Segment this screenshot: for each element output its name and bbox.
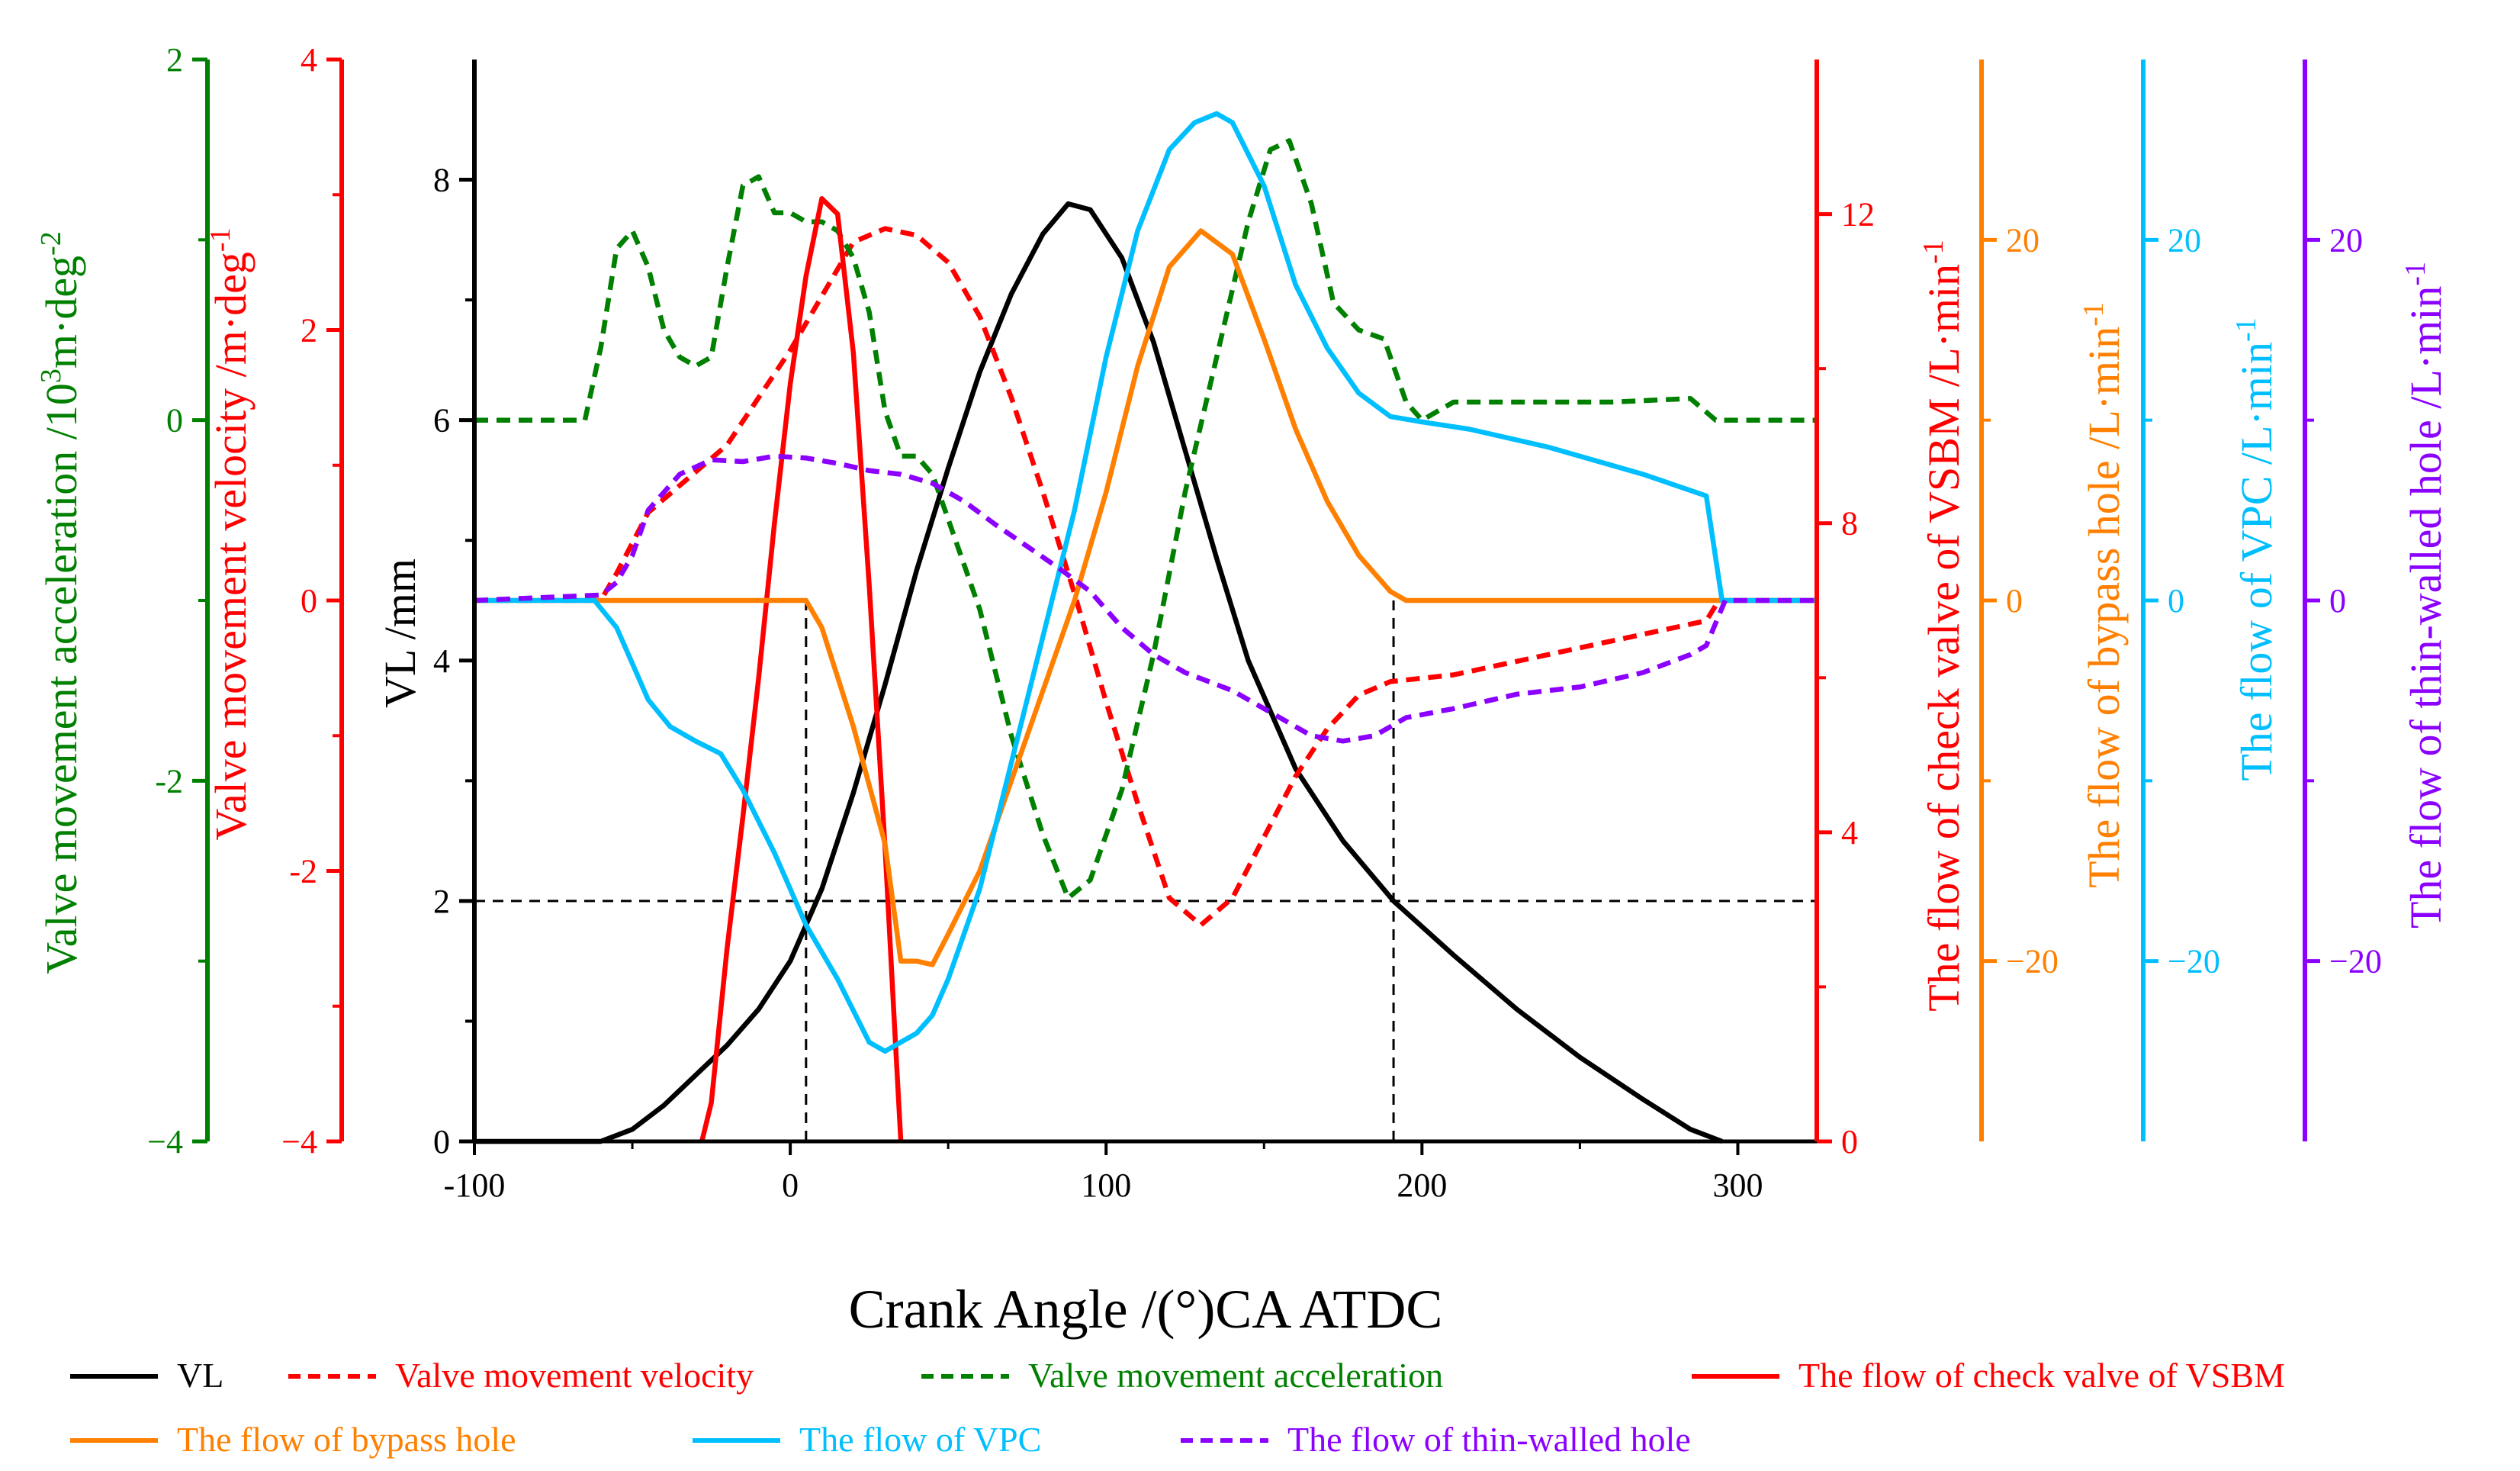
y-axis-vel: 4 2 0 -2 −4 Valve movement velocity /m·deg-1 <box>204 41 344 1160</box>
y-axis-acc: 2 0 -2 −4 Valve movement acceleration /103m·… <box>35 41 210 1160</box>
series-line-the-flow-of-check-valve-of-vsbm <box>699 196 904 1142</box>
y-tick-label-vpc: 0 <box>2168 582 2184 620</box>
series-line-the-flow-of-vpc <box>474 111 1817 1054</box>
legend-item-valve-movement-velocity: Valve movement velocity <box>288 1356 754 1395</box>
legend-label: The flow of check valve of VSBM <box>1798 1356 2285 1395</box>
legend: VL Valve movement velocity Valve movement … <box>70 1356 2285 1459</box>
y-tick-label-acc: 2 <box>166 41 183 79</box>
y-tick-label-acc: 0 <box>166 402 183 439</box>
y-tick-label-acc: -2 <box>155 762 183 800</box>
series-line-valve-movement-velocity <box>474 226 1817 928</box>
y-tick-label-vel: 2 <box>301 312 317 349</box>
y-tick-label-check: 0 <box>1841 1123 1858 1160</box>
x-axis-title: Crank Angle /(°)CA ATDC <box>849 1279 1443 1340</box>
y-tick-label-vl: 8 <box>433 162 450 199</box>
y-tick-label-vpc: −20 <box>2168 943 2220 980</box>
y-axis-title-thin: The flow of thin-walled hole /L·min-1 <box>2399 262 2451 929</box>
y-axis-thin: −20 0 20 The flow of thin-walled hole /L·mi… <box>2303 60 2451 1141</box>
legend-item-the-flow-of-vpc: The flow of VPC <box>693 1420 1041 1459</box>
y-axis-bypass: −20 0 20 The flow of bypass hole /L·min-1 <box>1979 60 2129 1141</box>
legend-item-the-flow-of-thin-walled-hole: The flow of thin-walled hole <box>1181 1420 1691 1459</box>
y-axis-vl: 0 2 4 6 8 VL /mm <box>375 60 477 1160</box>
y-axis-check: 0 4 8 12 The flow of check valve of VSBM /L·… <box>1814 60 1969 1160</box>
y-tick-label-thin: 20 <box>2329 221 2363 259</box>
y-axis-title-vel: Valve movement velocity /m·deg-1 <box>204 227 256 840</box>
reference-lines <box>474 600 1817 1141</box>
y-tick-label-vel: -2 <box>289 853 317 890</box>
x-axis: -100 0 100 200 300 Crank Angle /(°)CA ATDC <box>444 1139 1817 1340</box>
y-axis-title-vpc: The flow of VPC /L·min-1 <box>2230 317 2281 781</box>
y-tick-label-check: 8 <box>1841 505 1858 542</box>
legend-label: Valve movement acceleration <box>1028 1356 1443 1395</box>
y-tick-label-check: 12 <box>1841 196 1875 233</box>
y-tick-label-thin: 0 <box>2329 582 2346 620</box>
y-tick-label-vl: 2 <box>433 883 450 920</box>
x-tick-label: 300 <box>1712 1167 1763 1204</box>
legend-item-vl: VL <box>70 1356 223 1395</box>
legend-label: The flow of bypass hole <box>177 1420 516 1459</box>
y-tick-label-vl: 4 <box>433 642 450 680</box>
x-tick-label: -100 <box>444 1167 506 1204</box>
legend-label: Valve movement velocity <box>395 1356 754 1395</box>
x-tick-label: 100 <box>1081 1167 1131 1204</box>
y-tick-label-bypass: 0 <box>2006 582 2023 620</box>
series-line-the-flow-of-bypass-hole <box>474 228 1817 967</box>
y-axis-vpc: −20 0 20 The flow of VPC /L·min-1 <box>2141 60 2281 1141</box>
y-tick-label-bypass: 20 <box>2006 221 2039 259</box>
y-tick-label-vl: 0 <box>433 1123 450 1160</box>
y-tick-label-thin: −20 <box>2329 943 2382 980</box>
y-axis-title-check: The flow of check valve of VSBM /L·min-1 <box>1917 240 1969 1012</box>
legend-item-the-flow-of-check-valve-of-vsbm: The flow of check valve of VSBM <box>1692 1356 2285 1395</box>
x-tick-label: 0 <box>782 1167 799 1204</box>
x-tick-label: 200 <box>1397 1167 1447 1204</box>
y-tick-label-vel: −4 <box>281 1123 317 1160</box>
y-tick-label-vel: 4 <box>301 41 317 79</box>
y-tick-label-vpc: 20 <box>2168 221 2201 259</box>
y-tick-label-vl: 6 <box>433 402 450 439</box>
y-tick-label-bypass: −20 <box>2006 943 2059 980</box>
legend-label: The flow of thin-walled hole <box>1287 1420 1691 1459</box>
legend-label: The flow of VPC <box>799 1420 1041 1459</box>
series-lines <box>474 111 1817 1144</box>
legend-label: VL <box>177 1356 223 1395</box>
series-line-valve-movement-acceleration <box>474 138 1817 901</box>
legend-item-valve-movement-acceleration: Valve movement acceleration <box>921 1356 1443 1395</box>
series-line-vl <box>474 201 1723 1144</box>
y-axis-title-bypass: The flow of bypass hole /L·min-1 <box>2078 302 2129 888</box>
y-tick-label-check: 4 <box>1841 814 1858 851</box>
y-tick-label-acc: −4 <box>147 1123 183 1160</box>
y-axis-title-acc: Valve movement acceleration /103m·deg-2 <box>35 231 86 974</box>
y-tick-label-vel: 0 <box>301 582 317 620</box>
y-axis-title-vl: VL /mm <box>375 558 425 708</box>
legend-item-the-flow-of-bypass-hole: The flow of bypass hole <box>70 1420 516 1459</box>
